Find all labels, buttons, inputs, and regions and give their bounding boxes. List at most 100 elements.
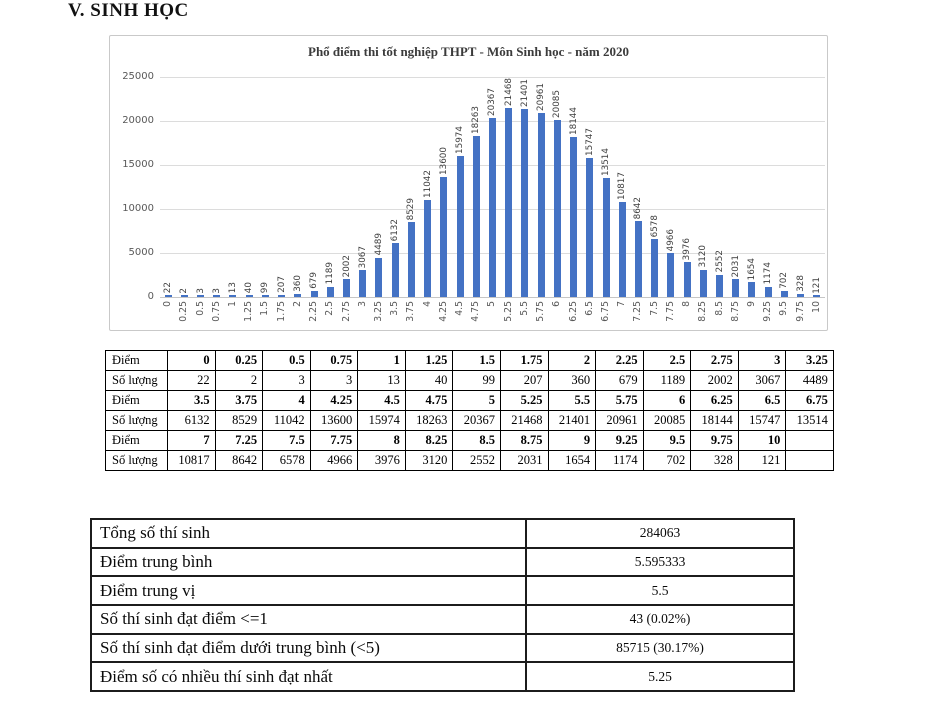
x-tick-label: 2.75 [340, 301, 352, 322]
x-tick: 3.25 [371, 298, 387, 322]
x-tick-label: 7.75 [664, 301, 676, 322]
summary-value: 284063 [525, 518, 795, 549]
summary-table: Tổng số thí sinh 284063 Điểm trung bình 5.5… [90, 518, 795, 693]
bar-slot: 10817 [614, 77, 630, 297]
count-cell: 1654 [547, 450, 597, 471]
score-cell: 0.25 [214, 350, 264, 371]
bar [683, 262, 691, 297]
bar-value-label: 3120 [698, 245, 709, 268]
bar-slot: 4966 [663, 77, 679, 297]
score-cell: 8.75 [499, 430, 549, 451]
x-tick: 3.75 [403, 298, 419, 322]
score-cell: 7.75 [309, 430, 359, 451]
x-tick-label: 2 [291, 301, 303, 307]
x-tick: 5.25 [501, 298, 517, 322]
bar-value-label: 6578 [649, 214, 660, 238]
row-label: Điểm [105, 350, 168, 371]
score-distribution-chart: Phổ điểm thi tốt nghiệp THPT - Môn Sinh … [109, 35, 828, 331]
count-cell: 121 [737, 450, 787, 471]
count-cell: 18144 [690, 410, 739, 431]
bar-slot: 2031 [728, 77, 744, 297]
x-tick-label: 3 [356, 301, 368, 307]
x-tick-label: 10 [810, 301, 822, 313]
bar [472, 136, 480, 297]
bar-slot: 3 [209, 77, 225, 297]
x-tick: 1.75 [274, 298, 290, 322]
bar [245, 295, 253, 297]
x-tick-label: 1.5 [259, 301, 271, 316]
x-tick-label: 4.5 [454, 301, 466, 316]
summary-value: 43 (0.02%) [525, 604, 795, 635]
x-tick: 8.75 [728, 298, 744, 322]
bar [505, 108, 513, 297]
x-tick-label: 0.5 [194, 301, 206, 316]
count-cell: 328 [690, 450, 739, 471]
score-cell: 6 [642, 390, 692, 411]
summary-label: Điểm trung vị [90, 575, 527, 607]
bar-value-label: 8529 [406, 197, 417, 220]
summary-row: Điểm số có nhiều thí sinh đạt nhất 5.25 [90, 661, 795, 693]
score-cell: 7 [167, 430, 216, 451]
x-tick: 2.5 [322, 298, 338, 316]
x-tick: 7.5 [647, 298, 663, 316]
bar-slot: 40 [241, 77, 257, 297]
x-tick: 9 [744, 298, 760, 307]
count-cell: 2031 [499, 450, 549, 471]
bar [488, 117, 496, 297]
bar [424, 199, 432, 297]
count-cell: 4966 [309, 450, 359, 471]
count-cell: 20961 [595, 410, 644, 431]
x-tick-label: 5 [486, 301, 498, 307]
x-tick-label: 5.25 [502, 301, 514, 322]
score-cell: 3.5 [167, 390, 216, 411]
x-tick: 5.75 [533, 298, 549, 322]
count-cell: 21468 [499, 410, 549, 431]
x-tick: 5 [484, 298, 500, 307]
bar-value-label: 2031 [730, 254, 741, 278]
count-cell: 8529 [214, 410, 264, 431]
x-tick: 9.5 [776, 298, 792, 316]
score-cell [785, 430, 834, 451]
bar-value-label: 328 [795, 275, 806, 293]
x-tick: 6.25 [565, 298, 581, 322]
x-tick: 6.5 [582, 298, 598, 316]
x-tick-label: 9.25 [762, 301, 774, 322]
bar-slot: 13 [225, 77, 241, 297]
score-cell: 7.5 [262, 430, 311, 451]
score-cell: 1 [357, 350, 406, 371]
count-cell: 4489 [785, 370, 834, 391]
x-tick-label: 4 [421, 301, 433, 307]
score-cell: 9.25 [595, 430, 644, 451]
section-title: V. SINH HỌC [68, 0, 189, 21]
x-tick-label: 0.25 [178, 301, 190, 322]
bar [586, 158, 594, 297]
count-cell: 13600 [309, 410, 359, 431]
x-tick: 7 [614, 298, 630, 307]
x-tick-label: 0.75 [210, 301, 222, 322]
x-tick: 1.5 [257, 298, 273, 316]
bar-slot: 8529 [403, 77, 419, 297]
row-label: Số lượng [105, 450, 168, 471]
bar-slot: 2002 [338, 77, 354, 297]
x-tick: 5.5 [517, 298, 533, 316]
bar [748, 282, 756, 297]
bar-value-label: 4489 [373, 233, 384, 256]
x-tick: 6 [549, 298, 565, 307]
x-tick-label: 8.75 [729, 301, 741, 322]
bar-value-label: 15747 [584, 128, 595, 157]
bar [440, 177, 448, 297]
x-tick-label: 2.25 [308, 301, 320, 322]
count-cell: 2552 [452, 450, 501, 471]
score-cell: 1.25 [404, 350, 454, 371]
summary-row: Điểm trung vị 5.5 [90, 575, 795, 607]
count-cell: 99 [452, 370, 501, 391]
x-tick: 4 [420, 298, 436, 307]
summary-value: 5.25 [525, 661, 795, 693]
y-tick-label: 0 [147, 291, 154, 302]
score-cell: 1.75 [499, 350, 549, 371]
bar [407, 221, 415, 297]
bar-value-label: 10817 [617, 171, 628, 200]
bar-value-label: 207 [276, 276, 287, 294]
x-tick: 2.75 [338, 298, 354, 322]
bar-value-label: 21401 [519, 78, 530, 107]
